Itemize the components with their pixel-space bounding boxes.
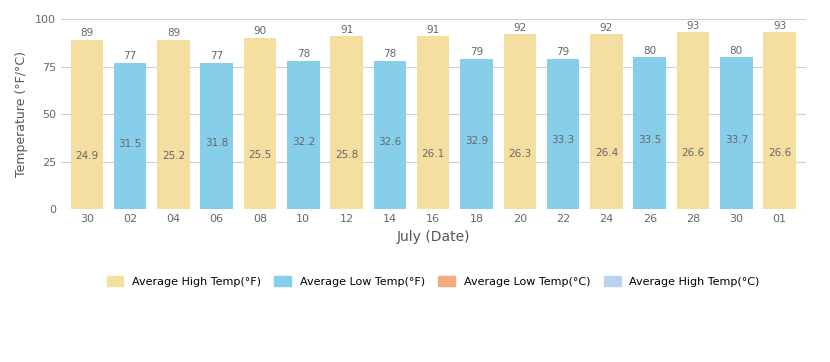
Text: 93: 93	[686, 21, 700, 31]
Text: 26.1: 26.1	[422, 149, 445, 159]
Text: 77: 77	[210, 51, 223, 61]
Bar	[633, 146, 666, 209]
Text: 89: 89	[167, 28, 180, 38]
Text: 26.6: 26.6	[681, 148, 705, 158]
Text: 31.8: 31.8	[205, 138, 228, 148]
Bar	[547, 146, 579, 209]
X-axis label: July (Date): July (Date)	[397, 230, 470, 244]
Bar	[590, 159, 622, 209]
Text: 25.8: 25.8	[335, 150, 359, 160]
Bar	[461, 59, 493, 209]
Text: 79: 79	[556, 47, 569, 58]
Bar	[676, 32, 709, 209]
Bar	[417, 160, 449, 209]
Text: 25.2: 25.2	[162, 151, 185, 161]
Text: 91: 91	[427, 25, 440, 35]
Bar	[244, 161, 276, 209]
Bar	[764, 159, 796, 209]
Text: 79: 79	[470, 47, 483, 58]
Text: 33.7: 33.7	[725, 135, 748, 144]
Bar	[417, 36, 449, 209]
Bar	[374, 147, 406, 209]
Text: 80: 80	[643, 46, 657, 55]
Bar	[114, 149, 146, 209]
Bar	[764, 145, 796, 209]
Text: 77: 77	[124, 51, 137, 61]
Bar	[287, 61, 320, 209]
Text: 26.4: 26.4	[595, 148, 618, 159]
Bar	[676, 146, 709, 209]
Text: 32.9: 32.9	[465, 136, 488, 146]
Bar	[374, 61, 406, 209]
Bar	[764, 32, 796, 209]
Text: 33.5: 33.5	[638, 135, 662, 145]
Text: 80: 80	[730, 46, 743, 55]
Bar	[330, 160, 363, 209]
Bar	[720, 145, 753, 209]
Legend: Average High Temp(°F), Average Low Temp(°F), Average Low Temp(°C), Average High : Average High Temp(°F), Average Low Temp(…	[102, 272, 764, 291]
Text: 25.5: 25.5	[248, 150, 271, 160]
Bar	[71, 162, 103, 209]
Bar	[590, 146, 622, 209]
Text: 78: 78	[296, 49, 310, 59]
Text: 26.6: 26.6	[768, 148, 791, 158]
Bar	[330, 148, 363, 209]
Bar	[547, 59, 579, 209]
Bar	[157, 40, 189, 209]
Bar	[461, 147, 493, 209]
Bar	[504, 159, 536, 209]
Text: 31.5: 31.5	[119, 139, 142, 149]
Bar	[244, 149, 276, 209]
Text: 78: 78	[383, 49, 397, 59]
Bar	[504, 147, 536, 209]
Text: 32.2: 32.2	[291, 138, 315, 147]
Bar	[201, 63, 233, 209]
Bar	[287, 148, 320, 209]
Text: 33.3: 33.3	[551, 135, 574, 145]
Bar	[114, 63, 146, 209]
Text: 91: 91	[340, 25, 354, 35]
Text: 26.3: 26.3	[508, 149, 531, 159]
Text: 93: 93	[773, 21, 786, 31]
Bar	[71, 149, 103, 209]
Bar	[633, 57, 666, 209]
Bar	[157, 161, 189, 209]
Y-axis label: Temperature (°F/°C): Temperature (°F/°C)	[15, 51, 28, 177]
Bar	[417, 147, 449, 209]
Text: 24.9: 24.9	[76, 151, 99, 161]
Bar	[720, 57, 753, 209]
Bar	[676, 159, 709, 209]
Text: 32.6: 32.6	[378, 136, 402, 147]
Bar	[330, 36, 363, 209]
Text: 89: 89	[81, 28, 94, 38]
Text: 90: 90	[253, 26, 266, 37]
Bar	[590, 34, 622, 209]
Bar	[201, 149, 233, 209]
Bar	[157, 149, 189, 209]
Text: 92: 92	[513, 23, 526, 33]
Text: 92: 92	[600, 23, 613, 33]
Bar	[504, 34, 536, 209]
Bar	[71, 40, 103, 209]
Bar	[244, 38, 276, 209]
